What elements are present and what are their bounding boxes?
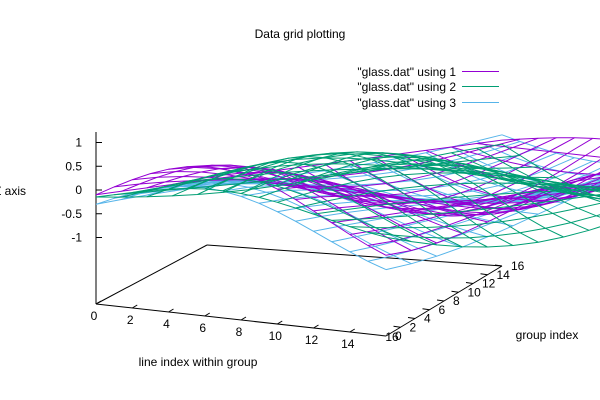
legend: "glass.dat" using 1 "glass.dat" using 2 … <box>357 65 499 110</box>
mesh-column-line <box>95 134 503 205</box>
mesh-column-line <box>95 143 503 198</box>
y-tick-label: 2 <box>410 320 417 334</box>
mesh-column-line <box>277 172 600 203</box>
y-tick-label: 6 <box>439 303 446 317</box>
y-tick <box>422 308 430 311</box>
mesh-row-line <box>476 143 600 158</box>
surfaces <box>95 134 600 271</box>
z-tick-label: 0 <box>75 183 82 197</box>
mesh-column-line <box>367 214 600 239</box>
y-tick <box>436 299 445 302</box>
mesh-column-line <box>204 151 600 200</box>
mesh-column-line <box>295 182 600 209</box>
mesh-column-line <box>385 172 600 256</box>
y-tick-label: 14 <box>497 268 511 282</box>
z-axis-label: Z axis <box>0 184 26 198</box>
mesh-column-line <box>277 186 600 209</box>
z-tick-label: 0.5 <box>65 159 82 173</box>
x-tick <box>313 324 319 329</box>
x-tick <box>204 312 211 317</box>
mesh-column-line <box>367 173 600 246</box>
y-tick-label: 12 <box>482 277 496 291</box>
y-tick <box>407 317 416 319</box>
mesh-column-line <box>258 163 600 198</box>
x-tick <box>168 308 174 313</box>
mesh-row-line <box>501 137 600 141</box>
mesh-column-line <box>313 188 600 215</box>
y-tick <box>494 264 503 267</box>
y-tick <box>465 282 474 284</box>
x-tick-label: 12 <box>305 333 319 347</box>
z-tick-label: -0.5 <box>61 207 82 221</box>
y-tick-label: 0 <box>395 329 402 343</box>
x-tick <box>276 320 283 325</box>
legend-label-series-1: "glass.dat" using 1 <box>357 65 456 79</box>
z-tick-label: 1 <box>75 136 82 150</box>
mesh-column-line <box>385 226 600 248</box>
y-tick-label: 10 <box>468 285 482 299</box>
y-tick <box>480 273 488 276</box>
mesh-row-line <box>476 140 600 177</box>
mesh-column-line <box>114 138 521 188</box>
y-tick <box>451 290 459 293</box>
mesh-column-line <box>313 181 600 232</box>
x-tick <box>95 300 102 305</box>
x-tick-label: 2 <box>127 313 134 327</box>
x-tick <box>131 304 138 309</box>
series-1-mesh <box>95 137 600 256</box>
x-tick-label: 10 <box>269 329 283 343</box>
legend-label-series-2: "glass.dat" using 2 <box>357 80 456 94</box>
y-axis-line <box>95 244 208 305</box>
chart-title: Data grid plotting <box>255 27 346 41</box>
y-tick-label: 4 <box>424 312 431 326</box>
back-x-axis-line <box>206 244 503 267</box>
x-tick-label: 16 <box>385 330 399 344</box>
mesh-column-line <box>168 157 575 190</box>
y-tick-label: 16 <box>511 259 525 273</box>
mesh-column-line <box>385 185 600 271</box>
y-tick-label: 8 <box>453 294 460 308</box>
x-tick <box>240 316 247 321</box>
mesh-column-line <box>240 156 600 197</box>
mesh-row-line <box>476 147 600 200</box>
mesh-column-line <box>222 152 600 200</box>
mesh-column-line <box>295 189 600 204</box>
mesh-column-line <box>186 153 593 196</box>
x-tick-label: 0 <box>91 309 98 323</box>
mesh-column-line <box>331 194 600 221</box>
x-tick-label: 8 <box>236 325 243 339</box>
x-axis-label: line index within group <box>139 355 258 369</box>
z-tick-label: -1 <box>71 231 82 245</box>
x-tick-label: 6 <box>199 321 206 335</box>
x-tick <box>349 328 356 333</box>
x-tick-label: 4 <box>163 317 170 331</box>
mesh-row-line <box>501 143 600 198</box>
series-2-mesh <box>95 143 600 248</box>
mesh-column-line <box>313 186 600 212</box>
y-axis-label: group index <box>516 328 579 342</box>
mesh-column-line <box>349 202 600 229</box>
y-tick <box>393 325 401 328</box>
x-tick-label: 14 <box>341 337 355 351</box>
mesh-column-line <box>95 139 503 196</box>
legend-label-series-3: "glass.dat" using 3 <box>357 96 456 110</box>
